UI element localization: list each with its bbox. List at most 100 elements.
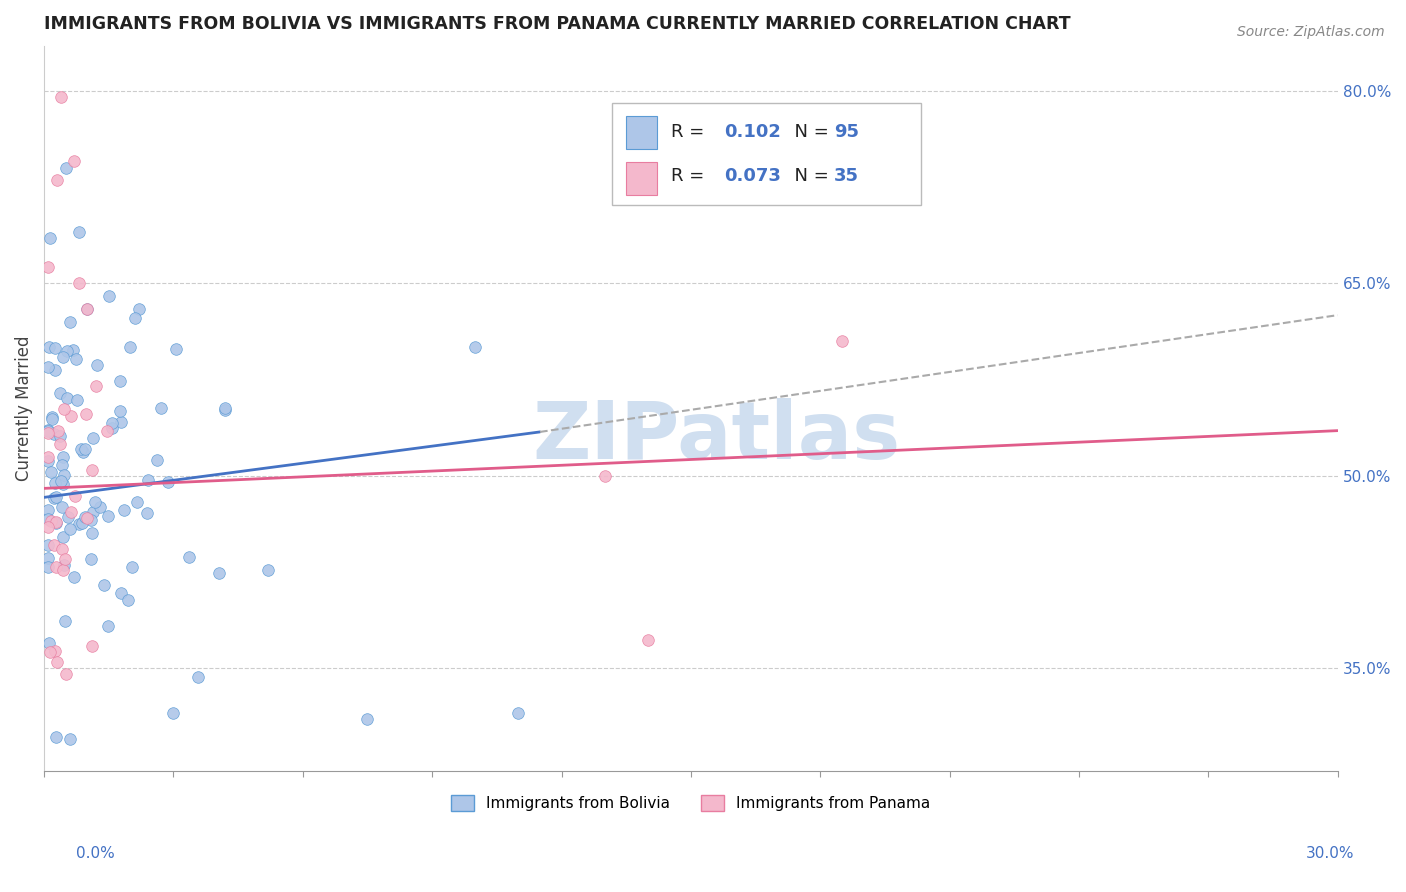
Point	[49, 386, 72, 401]
Point	[46, 655, 69, 669]
Point	[45, 491, 67, 505]
Point	[37, 503, 59, 517]
Point	[44, 475, 66, 490]
Point	[53, 467, 76, 482]
Point	[207, 566, 229, 580]
Point	[356, 712, 378, 726]
Point	[80, 463, 103, 477]
Point	[45, 515, 67, 529]
Point	[63, 489, 86, 503]
Point	[72, 444, 94, 458]
Point	[46, 424, 69, 438]
Point	[89, 500, 111, 514]
Point	[63, 570, 86, 584]
Point	[56, 510, 79, 524]
Point	[45, 559, 67, 574]
Text: R =: R =	[671, 123, 710, 141]
Point	[82, 505, 104, 519]
Point	[44, 644, 66, 658]
Text: 0.0%: 0.0%	[76, 846, 115, 861]
Point	[52, 563, 75, 577]
Point	[38, 645, 60, 659]
Point	[121, 560, 143, 574]
Point	[52, 450, 75, 465]
Point	[80, 526, 103, 541]
Point	[84, 378, 107, 392]
Point	[100, 421, 122, 435]
Point	[80, 639, 103, 653]
Point	[37, 454, 59, 468]
Point	[45, 516, 67, 530]
Point	[53, 614, 76, 628]
Point	[46, 173, 69, 187]
Point	[56, 343, 79, 358]
Point	[117, 592, 139, 607]
Point	[146, 453, 169, 467]
Point	[65, 352, 87, 367]
Point	[76, 301, 98, 316]
Point	[52, 402, 75, 417]
Point	[44, 341, 66, 355]
Point	[70, 516, 93, 530]
Point	[464, 340, 486, 354]
Point	[124, 310, 146, 325]
Point	[97, 509, 120, 524]
Point	[831, 334, 853, 348]
Point	[37, 550, 59, 565]
Point	[55, 667, 77, 681]
Point	[44, 363, 66, 377]
Text: 35: 35	[834, 167, 859, 185]
Point	[593, 468, 616, 483]
Point	[136, 506, 159, 520]
Point	[125, 495, 148, 509]
Point	[67, 225, 90, 239]
Point	[37, 425, 59, 439]
Point	[59, 505, 82, 519]
Point	[48, 429, 70, 443]
Point	[128, 301, 150, 316]
Point	[62, 343, 84, 357]
Point	[37, 520, 59, 534]
Point	[37, 423, 59, 437]
Point	[75, 407, 97, 421]
Point	[42, 491, 65, 505]
Point	[101, 416, 124, 430]
Point	[39, 514, 62, 528]
Point	[214, 401, 236, 416]
Point	[37, 559, 59, 574]
Point	[37, 538, 59, 552]
Point	[41, 412, 63, 426]
Y-axis label: Currently Married: Currently Married	[15, 335, 32, 481]
Point	[70, 442, 93, 456]
Legend: Immigrants from Bolivia, Immigrants from Panama: Immigrants from Bolivia, Immigrants from…	[446, 789, 936, 817]
Point	[67, 276, 90, 290]
Point	[59, 314, 82, 328]
Point	[38, 636, 60, 650]
Point	[83, 495, 105, 509]
Point	[97, 619, 120, 633]
Point	[149, 401, 172, 415]
Point	[45, 731, 67, 745]
Point	[51, 542, 73, 557]
Point	[69, 516, 91, 531]
Text: R =: R =	[671, 167, 710, 185]
Point	[37, 360, 59, 375]
Point	[110, 404, 132, 418]
Point	[37, 512, 59, 526]
Point	[97, 289, 120, 303]
Text: N =: N =	[783, 167, 835, 185]
Point	[257, 563, 280, 577]
Point	[53, 551, 76, 566]
Point	[93, 578, 115, 592]
Point	[79, 513, 101, 527]
Point	[51, 458, 73, 472]
Point	[41, 410, 63, 425]
Point	[96, 424, 118, 438]
Text: 30.0%: 30.0%	[1306, 846, 1354, 861]
Point	[214, 403, 236, 417]
Point	[38, 340, 60, 354]
Point	[73, 510, 96, 524]
Point	[60, 409, 83, 423]
Point	[53, 558, 76, 573]
Point	[52, 476, 75, 491]
